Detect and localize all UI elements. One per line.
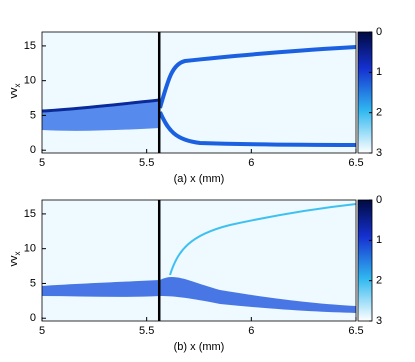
plot-frame	[41, 31, 357, 154]
y-tick-label: 0	[30, 144, 36, 156]
y-tick-label: 0	[30, 312, 36, 324]
x-tick-label: 6	[248, 325, 254, 337]
y-tick-label: 5	[30, 277, 36, 289]
plot-frame	[41, 199, 357, 322]
y-axis-label-main: v	[8, 87, 20, 93]
x-axis-label: (a) x (mm)	[174, 173, 225, 185]
x-tick-label: 6	[248, 157, 254, 169]
colorbar	[357, 199, 373, 322]
colorbar-tick-label: 1	[376, 66, 382, 78]
colorbar-tick-label: 0	[376, 26, 382, 38]
y-axis-label: vvx	[8, 252, 22, 267]
x-tick-label: 5.5	[139, 157, 154, 169]
panel-a-field	[41, 32, 357, 153]
x-tick-label: 5	[39, 157, 45, 169]
x-tick-label: 5.5	[139, 325, 154, 337]
colorbar-tick-label: 2	[376, 107, 382, 119]
colorbar-tick-label: 0	[376, 194, 382, 206]
y-axis-label-main: v	[8, 255, 20, 261]
colorbar-tick-label: 3	[376, 315, 382, 327]
panel-b-field	[42, 200, 357, 321]
x-axis-label: (b) x (mm)	[174, 341, 225, 353]
colorbar-tick-label: 3	[376, 147, 382, 159]
y-tick-label: 15	[24, 40, 36, 52]
y-axis-label-sub: x	[13, 84, 22, 88]
x-tick-label: 6.5	[348, 157, 363, 169]
x-tick-label: 5	[39, 325, 45, 337]
colorbar-tick-label: 2	[376, 275, 382, 287]
colorbar-tick-label: 1	[376, 234, 382, 246]
y-axis-label-sub: x	[13, 252, 22, 256]
y-tick-label: 10	[24, 243, 36, 255]
colorbar	[357, 31, 373, 154]
y-tick-label: 10	[24, 75, 36, 87]
x-tick-label: 6.5	[348, 325, 363, 337]
y-axis-label: vvx	[8, 84, 22, 99]
y-tick-label: 15	[24, 208, 36, 220]
y-tick-label: 5	[30, 109, 36, 121]
